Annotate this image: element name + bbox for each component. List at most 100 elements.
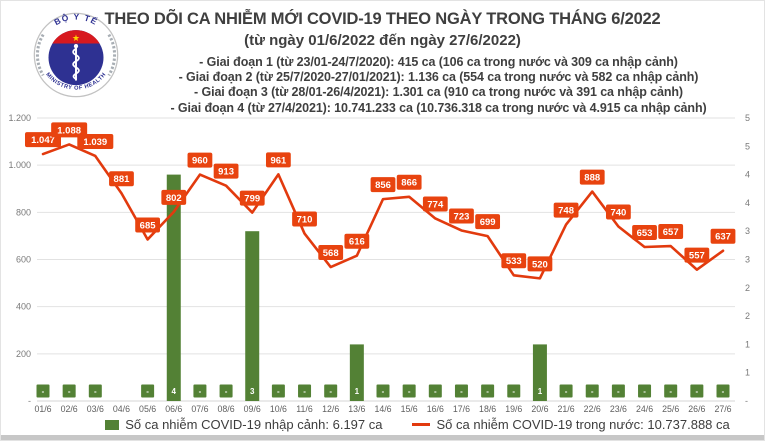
right-axis-tick-label: 1	[745, 339, 750, 349]
bar-label-box	[376, 384, 390, 398]
bar-label-box	[559, 384, 573, 398]
data-label: 520	[532, 259, 548, 270]
data-label-box	[265, 152, 291, 168]
x-axis-label: 13/6	[348, 404, 365, 414]
legend-item-domestic: Số ca nhiễm COVID-19 trong nước: 10.737.…	[412, 417, 730, 432]
x-axis-label: 18/6	[479, 404, 496, 414]
bar-label: 1	[538, 387, 543, 396]
data-label-box	[370, 177, 396, 193]
phase-line-4: - Giai đoạn 4 (từ 27/4/2021): 10.741.233…	[170, 100, 707, 115]
page-title: THEO DÕI CA NHIỄM MỚI COVID-19 THEO NGÀY…	[104, 10, 661, 28]
right-axis-tick-label: 3	[745, 226, 750, 236]
data-label-box	[710, 228, 736, 244]
bar-label: -	[329, 387, 332, 396]
x-axis-label: 02/6	[61, 404, 78, 414]
laurel-right	[107, 33, 117, 77]
bar-label-box	[507, 384, 521, 398]
bar-label-box	[219, 384, 233, 398]
data-label: 637	[715, 232, 731, 243]
bar-label: -	[591, 387, 594, 396]
data-label: 866	[401, 178, 417, 189]
x-axis-label: 06/6	[165, 404, 182, 414]
logo-top-text: BỘ Y TẾ	[52, 11, 98, 27]
data-label-box	[475, 214, 501, 230]
data-label-box	[77, 133, 114, 149]
data-label-box	[449, 208, 474, 224]
left-axis-tick-label: 1.200	[8, 113, 31, 123]
bar-label: -	[565, 387, 568, 396]
bar-label: 4	[172, 387, 177, 396]
right-axis-tick-label: 2	[745, 311, 750, 321]
x-axis-label: 15/6	[401, 404, 418, 414]
data-label: 881	[114, 174, 131, 185]
data-label-box	[292, 211, 317, 227]
bottom-edge-strip	[1, 435, 764, 440]
x-axis-label: 10/6	[270, 404, 287, 414]
right-axis-tick-label: 1	[745, 368, 750, 378]
data-label: 1.047	[31, 135, 55, 146]
data-label: 657	[663, 227, 679, 238]
x-axis-label: 01/6	[34, 404, 51, 414]
bar-label: -	[460, 387, 463, 396]
bar-swatch-icon	[105, 419, 120, 430]
bar-label-box	[533, 384, 547, 398]
x-axis-label: 08/6	[218, 404, 235, 414]
bar-label: -	[643, 387, 646, 396]
bar-label: -	[408, 387, 411, 396]
left-axis-tick-label: 800	[16, 207, 31, 217]
right-axis-tick-label: 5	[745, 141, 750, 151]
bar-label-box	[298, 384, 312, 398]
bar-label-box	[690, 384, 704, 398]
bars-series: - - - - 4 - - 3 - - - 1 - - - - - - 1 - - - - - - -	[36, 174, 730, 401]
bar-label: -	[512, 387, 515, 396]
bar-label-box	[716, 384, 730, 398]
data-label: 799	[244, 193, 260, 204]
line-swatch-icon	[412, 423, 431, 426]
data-label: 856	[375, 180, 391, 191]
bar-label-box	[638, 384, 652, 398]
import-bar	[245, 231, 260, 401]
data-label: 616	[349, 237, 365, 248]
data-label: 1.088	[57, 125, 81, 136]
x-axis-label: 26/6	[688, 404, 705, 414]
data-label: 557	[689, 251, 705, 262]
data-label-box	[161, 189, 187, 205]
right-axis-tick-label: 4	[745, 170, 750, 180]
data-label-box	[344, 233, 370, 249]
right-axis-tick-label: 4	[745, 198, 750, 208]
data-label-box	[135, 217, 161, 233]
data-label: 710	[297, 214, 313, 225]
bar-label: -	[696, 387, 699, 396]
data-label: 568	[323, 248, 339, 259]
bar-label-box	[88, 384, 102, 398]
x-axis-label: 05/6	[139, 404, 156, 414]
data-label-box	[109, 171, 134, 187]
x-axis-label: 20/6	[531, 404, 548, 414]
phase-summary: - Giai đoạn 1 (từ 23/01-24/7/2020): 415 …	[1, 55, 764, 116]
data-label: 888	[584, 172, 600, 183]
x-axis-label: 12/6	[322, 404, 339, 414]
x-axis-label: 22/6	[584, 404, 601, 414]
bar-label-box	[167, 384, 181, 398]
logo-red-band	[52, 30, 100, 44]
x-axis-label: 03/6	[87, 404, 104, 414]
bar-label: 3	[250, 387, 255, 396]
data-label-box	[422, 196, 448, 212]
data-label-box	[684, 247, 710, 263]
data-label: 740	[610, 207, 626, 218]
bar-label-box	[193, 384, 207, 398]
bar-label: 1	[355, 387, 360, 396]
left-axis-tick-label: 1.000	[8, 160, 31, 170]
legend-label-domestic: Số ca nhiễm COVID-19 trong nước: 10.737.…	[436, 417, 730, 432]
right-axis-labels: - 1 1 2 2 3 3 4 4 5 5	[745, 113, 750, 406]
x-axis-label: 09/6	[244, 404, 261, 414]
right-axis-tick-label: 3	[745, 255, 750, 265]
ministry-of-health-logo: ★ BỘ Y TẾ MINISTRY OF HEALTH	[33, 11, 119, 98]
import-bar	[166, 174, 181, 401]
left-axis-tick-label: 600	[16, 255, 31, 265]
left-axis-tick-label: -	[28, 396, 31, 406]
data-label-box	[187, 152, 213, 168]
data-label-box	[51, 122, 88, 138]
